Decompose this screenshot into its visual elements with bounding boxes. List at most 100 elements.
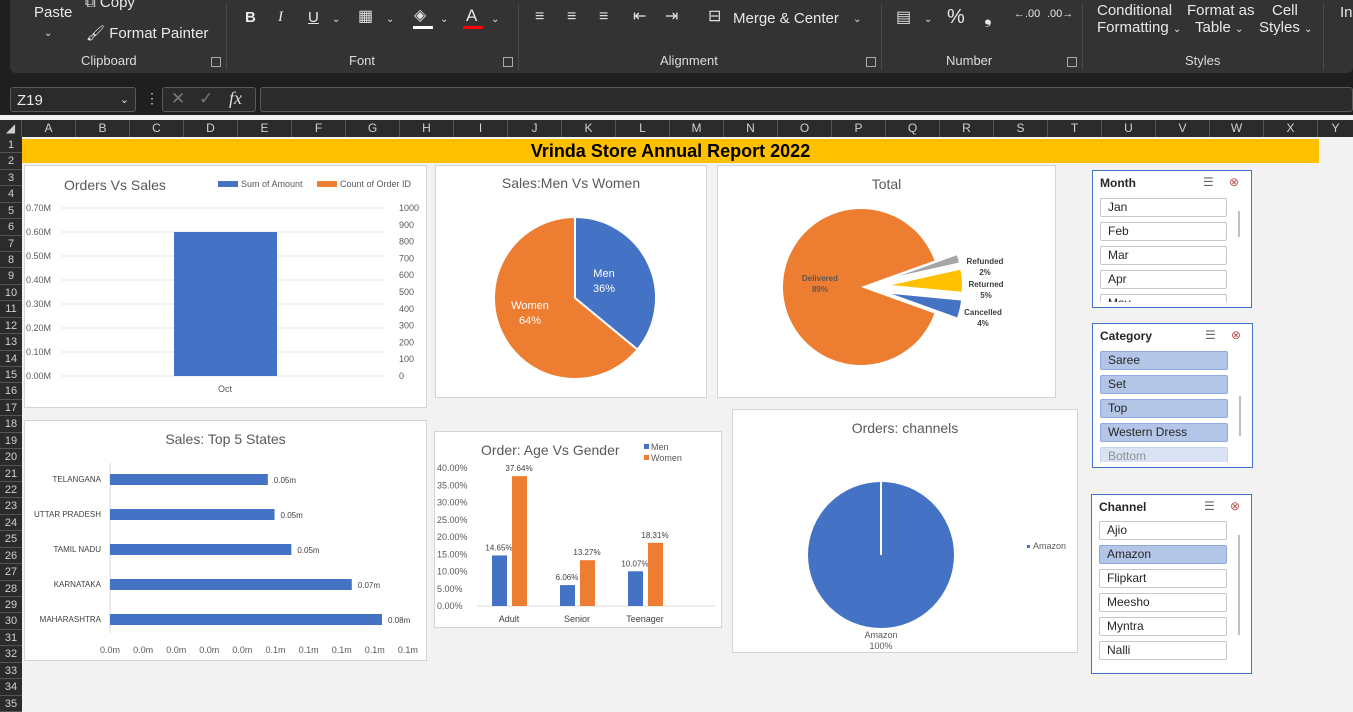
pie-slice-returned[interactable] <box>884 267 964 294</box>
bar-adult-women[interactable] <box>512 476 527 606</box>
align-right-icon[interactable]: ≡ <box>599 8 609 25</box>
more-options-icon[interactable]: ⋮ <box>145 90 159 106</box>
clear-filter-icon[interactable]: ⊗ <box>1229 175 1240 189</box>
row-header[interactable]: 9 <box>0 268 22 285</box>
column-header[interactable]: D <box>184 120 238 137</box>
conditional-formatting-button[interactable]: Conditional Formatting ⌄ <box>1097 2 1181 36</box>
slicer-item[interactable]: Flipkart <box>1099 569 1227 588</box>
slicer-item[interactable]: May <box>1100 294 1227 302</box>
column-header[interactable]: X <box>1264 120 1318 137</box>
row-header[interactable]: 34 <box>0 679 22 696</box>
slicer-item[interactable]: Meesho <box>1099 593 1227 612</box>
slicer-item[interactable]: Nalli <box>1099 641 1227 660</box>
decrease-indent-icon[interactable]: ⇤ <box>633 8 647 25</box>
column-header[interactable]: A <box>22 120 76 137</box>
row-header[interactable]: 10 <box>0 285 22 302</box>
column-header[interactable]: K <box>562 120 616 137</box>
font-color-icon[interactable]: A <box>466 6 478 25</box>
number-launcher-icon[interactable] <box>1067 57 1077 67</box>
column-header[interactable]: P <box>832 120 886 137</box>
slicer-item[interactable]: Mar <box>1100 246 1227 265</box>
scrollbar[interactable] <box>1238 535 1240 635</box>
fill-color-icon[interactable]: ◈ <box>414 7 427 24</box>
decrease-decimal-button[interactable]: .00→ <box>1047 8 1073 20</box>
multi-select-icon[interactable]: ☰ <box>1203 175 1214 189</box>
row-header[interactable]: 3 <box>0 170 22 187</box>
top-states-chart[interactable]: Sales: Top 5 States TELANGANA 0.05m UTTAR … <box>24 420 427 661</box>
row-header[interactable]: 2 <box>0 153 22 170</box>
underline-dropdown-icon[interactable]: ⌄ <box>332 14 341 25</box>
italic-button[interactable]: I <box>278 9 283 25</box>
column-header[interactable]: V <box>1156 120 1210 137</box>
cancel-icon[interactable]: ✕ <box>171 89 186 108</box>
row-header[interactable]: 33 <box>0 663 22 680</box>
scrollbar[interactable] <box>1239 396 1241 436</box>
increase-decimal-button[interactable]: ←.00 <box>1014 8 1040 20</box>
clear-filter-icon[interactable]: ⊗ <box>1231 328 1242 342</box>
column-header[interactable]: W <box>1210 120 1264 137</box>
pie-slice-delivered[interactable] <box>783 209 935 365</box>
row-header[interactable]: 32 <box>0 646 22 663</box>
underline-button[interactable]: U <box>308 9 319 26</box>
state-bar[interactable] <box>110 544 292 555</box>
fill-dropdown-icon[interactable]: ⌄ <box>440 14 449 25</box>
row-header[interactable]: 31 <box>0 630 22 647</box>
state-bar[interactable] <box>110 474 268 485</box>
scrollbar[interactable] <box>1238 211 1240 237</box>
row-header[interactable]: 6 <box>0 219 22 236</box>
slicer-item[interactable]: Saree <box>1100 351 1228 370</box>
currency-icon[interactable]: ▤ <box>896 9 912 26</box>
state-bar[interactable] <box>110 614 382 625</box>
merge-dropdown-icon[interactable]: ⌄ <box>853 14 862 25</box>
pie-slice-cancelled[interactable] <box>884 291 964 320</box>
column-header[interactable]: B <box>76 120 130 137</box>
column-header[interactable]: E <box>238 120 292 137</box>
column-header[interactable]: F <box>292 120 346 137</box>
row-header[interactable]: 13 <box>0 334 22 351</box>
slicer-item[interactable]: Western Dress <box>1100 423 1228 442</box>
pie-slice-men[interactable] <box>574 215 657 352</box>
row-header[interactable]: 15 <box>0 367 22 384</box>
insert-button[interactable]: In <box>1340 4 1353 21</box>
row-header[interactable]: 24 <box>0 515 22 532</box>
row-header[interactable]: 21 <box>0 466 22 483</box>
column-header[interactable]: H <box>400 120 454 137</box>
slicer-item[interactable]: Top <box>1100 399 1228 418</box>
align-center-icon[interactable]: ≡ <box>567 8 577 25</box>
bar-oct[interactable] <box>174 232 277 376</box>
column-header[interactable]: Y <box>1331 121 1340 135</box>
row-header[interactable]: 7 <box>0 236 22 252</box>
order-status-chart[interactable]: Total Delivered 89% Refunded 2% Returned… <box>717 165 1056 398</box>
pie-slice-refunded[interactable] <box>883 252 962 282</box>
row-header[interactable]: 17 <box>0 400 22 417</box>
sales-men-women-chart[interactable]: Sales:Men Vs Women Men 36% Women 64% <box>435 165 707 398</box>
orders-vs-sales-chart[interactable]: Orders Vs Sales Sum of Amount Count of O… <box>24 165 427 408</box>
merge-center-button[interactable]: Merge & Center <box>733 10 839 27</box>
row-header[interactable]: 11 <box>0 301 22 318</box>
column-header[interactable]: J <box>508 120 562 137</box>
paste-dropdown-icon[interactable]: ⌄ <box>44 28 53 39</box>
row-header[interactable]: 8 <box>0 252 22 269</box>
column-header[interactable]: U <box>1102 120 1156 137</box>
column-header[interactable]: Q <box>886 120 940 137</box>
column-header[interactable]: S <box>994 120 1048 137</box>
borders-icon[interactable]: ▦ <box>358 8 374 25</box>
increase-indent-icon[interactable]: ⇥ <box>665 8 679 25</box>
cell-styles-button[interactable]: Cell Styles ⌄ <box>1259 2 1312 36</box>
column-header[interactable]: R <box>940 120 994 137</box>
row-header[interactable]: 25 <box>0 531 22 548</box>
currency-dropdown-icon[interactable]: ⌄ <box>924 14 933 25</box>
select-all-corner[interactable]: ◢ <box>0 120 22 137</box>
row-header[interactable]: 27 <box>0 564 22 581</box>
clipboard-launcher-icon[interactable] <box>211 57 221 67</box>
row-header[interactable]: 5 <box>0 203 22 220</box>
row-header[interactable]: 22 <box>0 482 22 499</box>
enter-icon[interactable]: ✓ <box>199 89 214 108</box>
font-color-dropdown-icon[interactable]: ⌄ <box>491 14 500 25</box>
row-header[interactable]: 26 <box>0 548 22 565</box>
format-painter-button[interactable]: 🖌 Format Painter <box>86 24 208 42</box>
bar-adult-men[interactable] <box>492 555 507 606</box>
row-header[interactable]: 14 <box>0 351 22 367</box>
copy-button[interactable]: ⧉ Copy <box>85 0 135 11</box>
column-header[interactable]: N <box>724 120 778 137</box>
